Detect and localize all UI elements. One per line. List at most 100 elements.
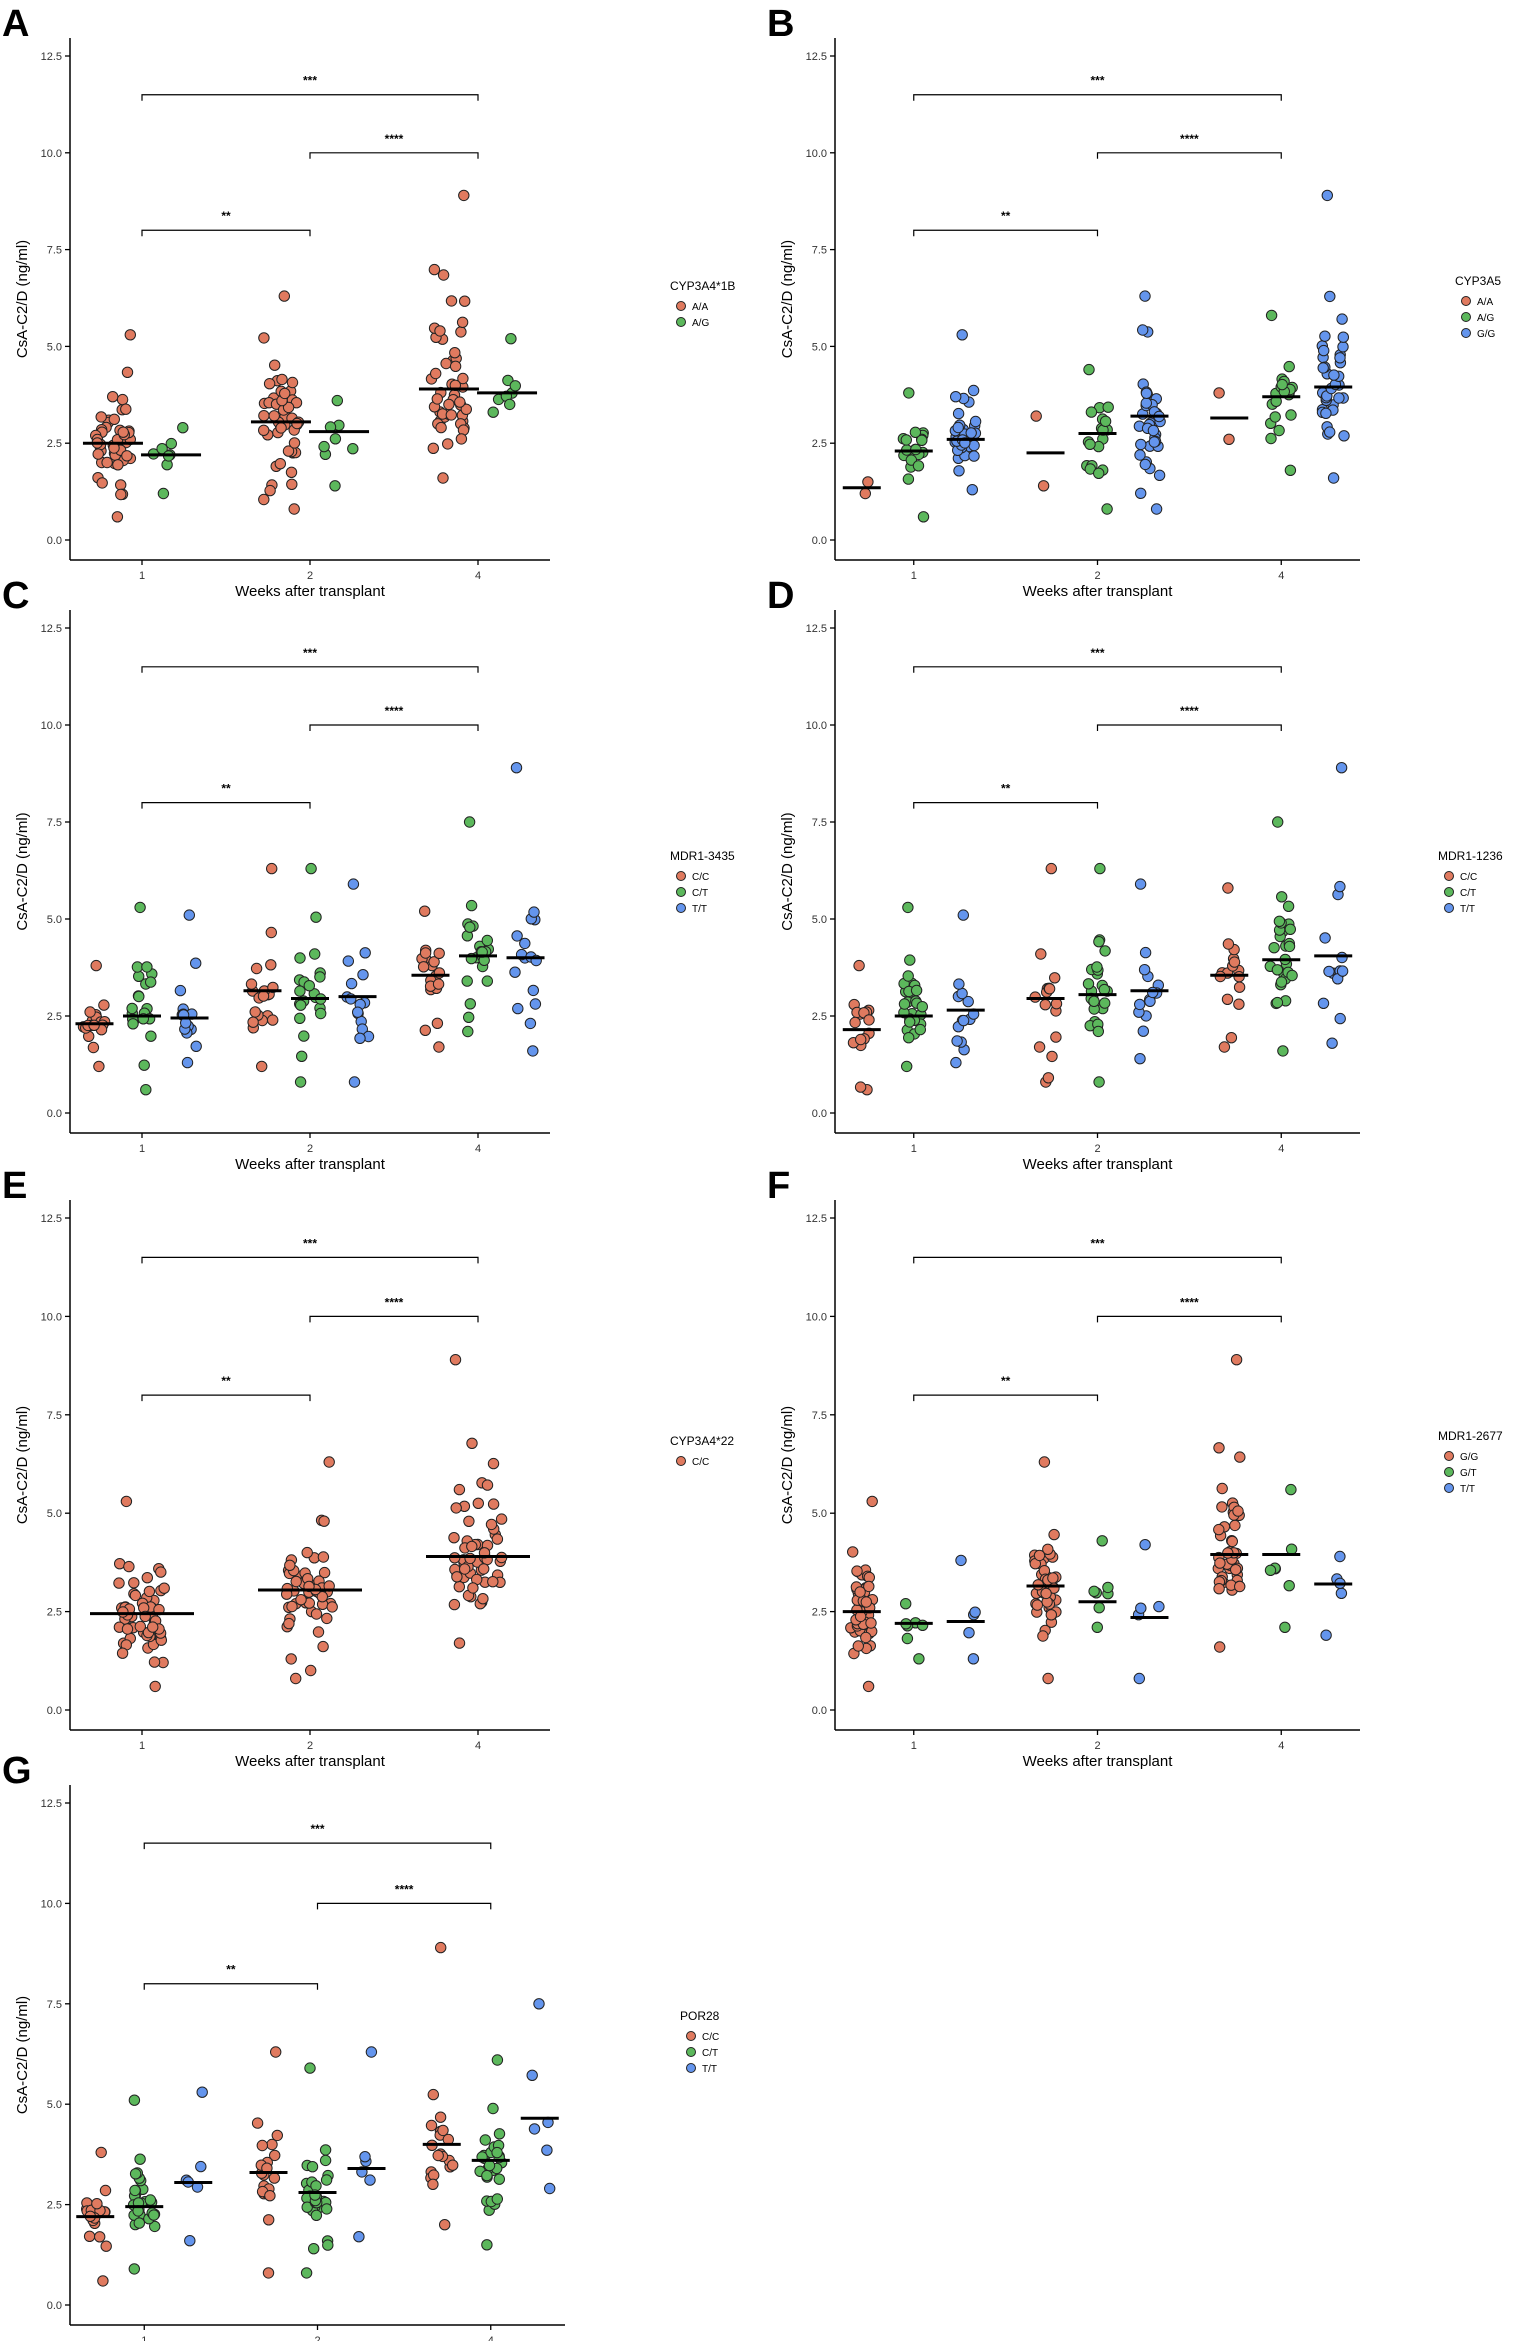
data-point (442, 438, 454, 450)
data-point (437, 472, 449, 484)
data-point (967, 384, 980, 397)
data-point (956, 987, 968, 1000)
data-point (1148, 436, 1161, 448)
data-point (487, 1576, 499, 1588)
data-point (123, 1560, 135, 1573)
legend-swatch (686, 2047, 696, 2057)
y-tick-label: 0.0 (47, 1108, 62, 1120)
data-point (269, 2149, 281, 2162)
data-point (93, 1060, 105, 1073)
data-point (1335, 1587, 1348, 1600)
legend-label: C/T (702, 2048, 718, 2059)
data-point (957, 909, 969, 921)
legend-swatch (1461, 296, 1471, 306)
data-point (1043, 983, 1056, 995)
data-point (95, 2146, 107, 2159)
data-point (128, 1577, 140, 1589)
data-point (129, 1589, 142, 1602)
data-point (904, 954, 916, 966)
data-point (1147, 424, 1160, 437)
data-point (294, 1012, 306, 1024)
data-point (440, 357, 452, 370)
significance-label: ** (1001, 782, 1011, 796)
legend-label: T/T (702, 2064, 717, 2075)
data-point (428, 263, 441, 276)
data-point (966, 484, 978, 496)
data-point (493, 2128, 506, 2140)
data-point (1268, 942, 1280, 954)
data-point (1319, 330, 1331, 342)
data-point (448, 1532, 460, 1544)
data-point (481, 2239, 493, 2251)
data-point (1213, 1442, 1225, 1454)
data-point (1320, 1629, 1332, 1641)
data-point (117, 1606, 129, 1618)
data-point (267, 1014, 279, 1026)
significance-bracket (143, 1842, 492, 1850)
y-axis-title: CsA-C2/D (ng/ml) (14, 1996, 31, 2114)
data-point (427, 442, 439, 454)
data-point (149, 1680, 161, 1693)
data-point (262, 2267, 275, 2279)
data-point (1139, 946, 1152, 959)
data-point (304, 2062, 316, 2074)
data-point (1317, 997, 1330, 1009)
legend-swatch (1444, 1451, 1454, 1461)
data-point (916, 1001, 928, 1013)
data-point (270, 2046, 282, 2058)
panel-letter: E (2, 1165, 27, 1207)
data-point (317, 1640, 329, 1653)
data-point (310, 2180, 322, 2192)
data-point (462, 1025, 474, 1038)
data-point (1324, 290, 1336, 303)
data-point (481, 934, 493, 947)
data-point (969, 415, 982, 428)
data-point (453, 1483, 466, 1496)
data-point (120, 1495, 133, 1508)
data-point (1234, 1451, 1246, 1463)
x-tick-label: 1 (141, 2335, 147, 2341)
data-point (854, 1586, 866, 1598)
data-point (950, 391, 962, 403)
significance-bracket (141, 1394, 311, 1402)
data-point (323, 1456, 335, 1468)
data-point (275, 422, 287, 434)
data-point (917, 511, 930, 523)
data-point (87, 1041, 100, 1054)
data-point (265, 926, 277, 939)
data-point (286, 1600, 298, 1613)
data-point (900, 434, 912, 446)
data-point (519, 937, 531, 950)
legend-label: T/T (1460, 904, 1475, 915)
data-point (1033, 1549, 1046, 1562)
data-point (1040, 1587, 1052, 1600)
y-tick-label: 12.5 (41, 1798, 62, 1810)
data-point (1038, 1456, 1051, 1468)
data-point (901, 1060, 913, 1073)
data-point (1223, 433, 1235, 445)
significance-bracket (309, 1315, 479, 1323)
data-point (435, 421, 447, 434)
legend-swatch (686, 2063, 696, 2073)
data-point (120, 403, 132, 415)
data-point (268, 410, 280, 422)
data-point (298, 1030, 310, 1042)
data-point (487, 2102, 499, 2115)
significance-label: ** (1001, 1374, 1011, 1388)
data-point (266, 862, 278, 875)
data-point (504, 398, 516, 411)
data-point (437, 2124, 449, 2137)
data-point (345, 977, 358, 990)
data-point (1139, 290, 1151, 302)
data-point (865, 1617, 877, 1629)
data-point (854, 1081, 867, 1093)
data-point (133, 2217, 146, 2229)
x-tick-label: 4 (475, 570, 481, 582)
data-point (364, 2174, 376, 2186)
significance-label: **** (385, 704, 404, 718)
data-point (427, 2088, 439, 2101)
data-point (1135, 1602, 1147, 1614)
data-point (464, 1552, 476, 1565)
data-point (1333, 392, 1345, 404)
